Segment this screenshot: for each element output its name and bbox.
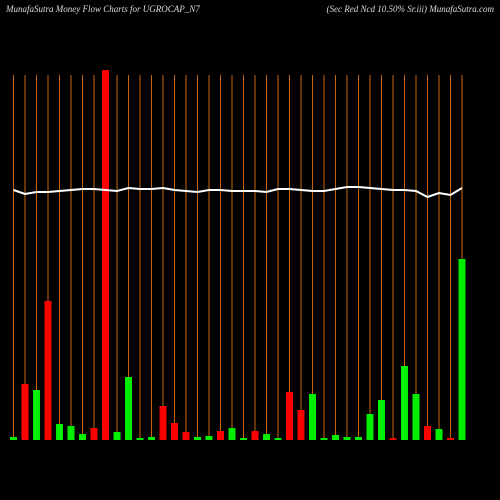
bar — [263, 434, 270, 440]
chart-title: MunafaSutra Money Flow Charts for UGROCA… — [5, 4, 200, 14]
bar — [332, 435, 339, 440]
bar — [136, 438, 144, 440]
bar — [447, 438, 454, 440]
bar — [251, 431, 259, 440]
bar — [56, 424, 63, 440]
bar — [44, 301, 52, 440]
bar — [424, 426, 431, 440]
bar — [182, 432, 190, 440]
bar — [205, 436, 213, 440]
bar — [297, 410, 305, 440]
bar — [10, 437, 17, 440]
bar — [21, 384, 29, 440]
bar — [67, 426, 75, 440]
bar — [458, 259, 466, 440]
bar — [228, 428, 236, 440]
bar — [194, 437, 201, 440]
bar — [125, 377, 132, 440]
chart-subtitle: (Sec Red Ncd 10.50% Sr.iii) MunafaSutra.… — [327, 4, 495, 14]
bar — [435, 429, 443, 440]
bar — [274, 438, 282, 440]
bar — [33, 390, 40, 440]
bar — [171, 423, 178, 440]
bar — [355, 437, 362, 440]
bar — [366, 414, 374, 440]
bar — [90, 428, 98, 440]
bar — [389, 438, 397, 440]
bar — [217, 431, 224, 440]
bar — [240, 438, 247, 440]
bar — [159, 406, 167, 440]
bar — [378, 400, 385, 440]
bar — [320, 438, 328, 440]
bar — [102, 70, 109, 440]
bar — [309, 394, 316, 440]
bar — [401, 366, 408, 440]
bar — [113, 432, 121, 440]
money-flow-line — [13, 186, 463, 199]
bar — [148, 437, 155, 440]
bar — [412, 394, 420, 440]
bar — [286, 392, 293, 440]
bar — [343, 437, 351, 440]
bar — [79, 434, 86, 440]
